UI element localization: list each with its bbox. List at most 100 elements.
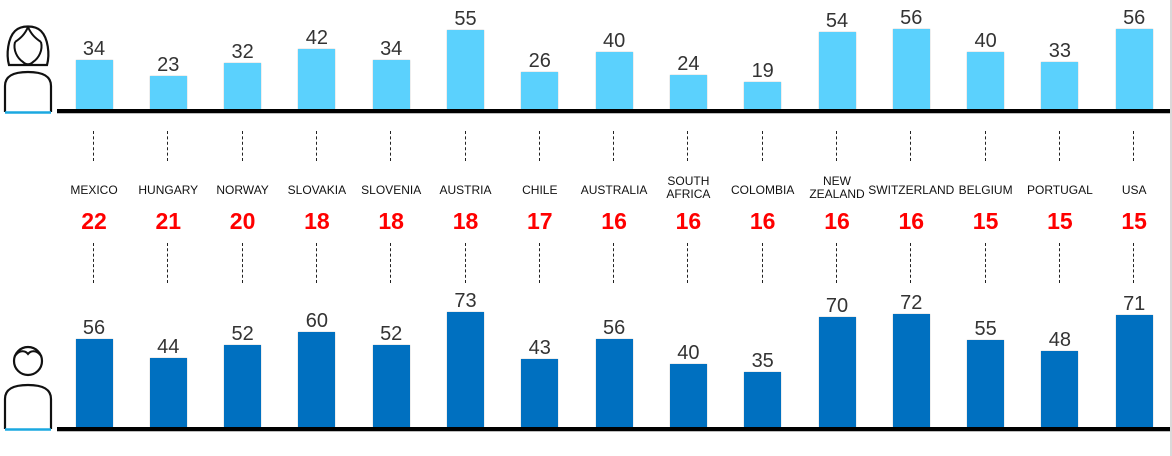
connector-dash	[93, 131, 94, 161]
male-bar	[892, 314, 930, 427]
male-value-label: 73	[454, 290, 477, 312]
middle-value: 18	[452, 208, 479, 234]
country-label: BELGIUM	[958, 183, 1013, 197]
connector-dash	[315, 131, 317, 161]
female-bar	[521, 72, 559, 109]
male-bar	[149, 358, 187, 427]
male-value-label: 60	[305, 310, 329, 332]
male-person-icon	[3, 345, 53, 431]
middle-value: 20	[229, 208, 256, 234]
middle-value: 15	[1121, 208, 1147, 234]
middle-value: 16	[898, 208, 925, 234]
connector-dash	[1133, 243, 1135, 283]
female-value-label: 34	[380, 38, 403, 60]
connector-dash	[464, 243, 466, 283]
female-value-label: 42	[305, 27, 329, 49]
middle-value: 16	[675, 208, 702, 234]
connector-dash	[167, 243, 169, 283]
country-label: AUSTRIA	[439, 183, 492, 197]
connector-dash	[761, 243, 763, 283]
male-value-label: 70	[825, 295, 849, 317]
female-bar	[1041, 62, 1079, 109]
connector-dash	[836, 243, 837, 283]
female-bar	[744, 82, 782, 109]
female-bar	[149, 76, 187, 109]
connector-dash	[241, 243, 243, 283]
female-value-label: 55	[454, 8, 477, 30]
connector-dash	[315, 243, 317, 283]
female-bar	[967, 52, 1005, 109]
middle-value: 16	[601, 208, 627, 234]
female-bar	[372, 60, 410, 109]
female-value-label: 40	[602, 30, 626, 52]
connector-dash	[761, 131, 763, 161]
male-bar	[224, 345, 262, 427]
connector-dash	[613, 243, 615, 283]
connector-dash	[1058, 243, 1060, 283]
middle-value: 15	[972, 208, 999, 234]
male-bar	[967, 340, 1005, 427]
connector-dash	[538, 131, 540, 161]
country-label: SLOVAKIA	[287, 183, 347, 197]
female-value-label: 32	[231, 41, 254, 63]
connector-dash	[984, 131, 986, 161]
male-bar	[298, 332, 336, 427]
female-value-label: 19	[751, 60, 774, 82]
connector-dash	[613, 131, 615, 161]
female-value-label: 26	[528, 50, 551, 72]
male-bar	[669, 364, 707, 427]
middle-value: 22	[81, 208, 107, 234]
female-bar	[1115, 29, 1153, 109]
middle-value: 15	[1047, 208, 1073, 234]
female-value-label: 34	[82, 38, 106, 60]
connector-dash	[984, 243, 986, 283]
connector-dash	[93, 243, 94, 283]
connector-dash	[687, 131, 689, 161]
country-label: SOUTH AFRICA	[666, 174, 711, 201]
connector-dash	[910, 131, 912, 161]
female-bar	[818, 32, 856, 109]
middle-value: 18	[304, 208, 330, 234]
female-bar	[298, 49, 336, 109]
female-value-label: 56	[900, 7, 923, 29]
connector-dash	[836, 131, 837, 161]
country-label: USA	[1121, 183, 1147, 197]
middle-value: 16	[824, 208, 850, 234]
female-value-label: 24	[677, 53, 700, 75]
male-value-label: 52	[231, 323, 254, 345]
female-value-label: 54	[825, 10, 849, 32]
female-axis-baseline	[57, 109, 1170, 114]
male-value-label: 56	[82, 317, 106, 339]
female-value-label: 56	[1123, 7, 1146, 29]
male-value-label: 44	[157, 336, 180, 358]
male-bar	[521, 359, 559, 427]
male-value-label: 48	[1048, 329, 1072, 351]
female-value-label: 23	[157, 54, 180, 76]
male-bar	[744, 372, 782, 427]
female-bar	[224, 63, 262, 109]
connector-dash	[241, 131, 243, 161]
male-value-label: 35	[751, 350, 774, 372]
middle-value: 16	[749, 208, 776, 234]
female-value-label: 40	[974, 30, 997, 52]
female-person-icon	[3, 25, 53, 114]
male-axis-baseline	[57, 427, 1170, 432]
connector-dash	[538, 243, 540, 283]
middle-value: 18	[378, 208, 404, 234]
country-label: PORTUGAL	[1026, 183, 1093, 197]
connector-dash	[390, 131, 392, 161]
male-value-label: 55	[974, 318, 997, 340]
middle-value: 21	[155, 208, 182, 234]
female-bar	[595, 52, 633, 109]
connector-dash	[1058, 131, 1060, 161]
male-bar	[818, 317, 856, 427]
female-bar	[447, 30, 484, 109]
connector-dash	[167, 131, 169, 161]
female-bar	[669, 75, 707, 109]
country-label: SWITZERLAND	[868, 183, 955, 197]
male-value-label: 56	[602, 317, 626, 339]
connector-dash	[1133, 131, 1135, 161]
male-bar	[1115, 315, 1153, 427]
connector-dash	[910, 243, 912, 283]
male-bar	[595, 339, 633, 427]
